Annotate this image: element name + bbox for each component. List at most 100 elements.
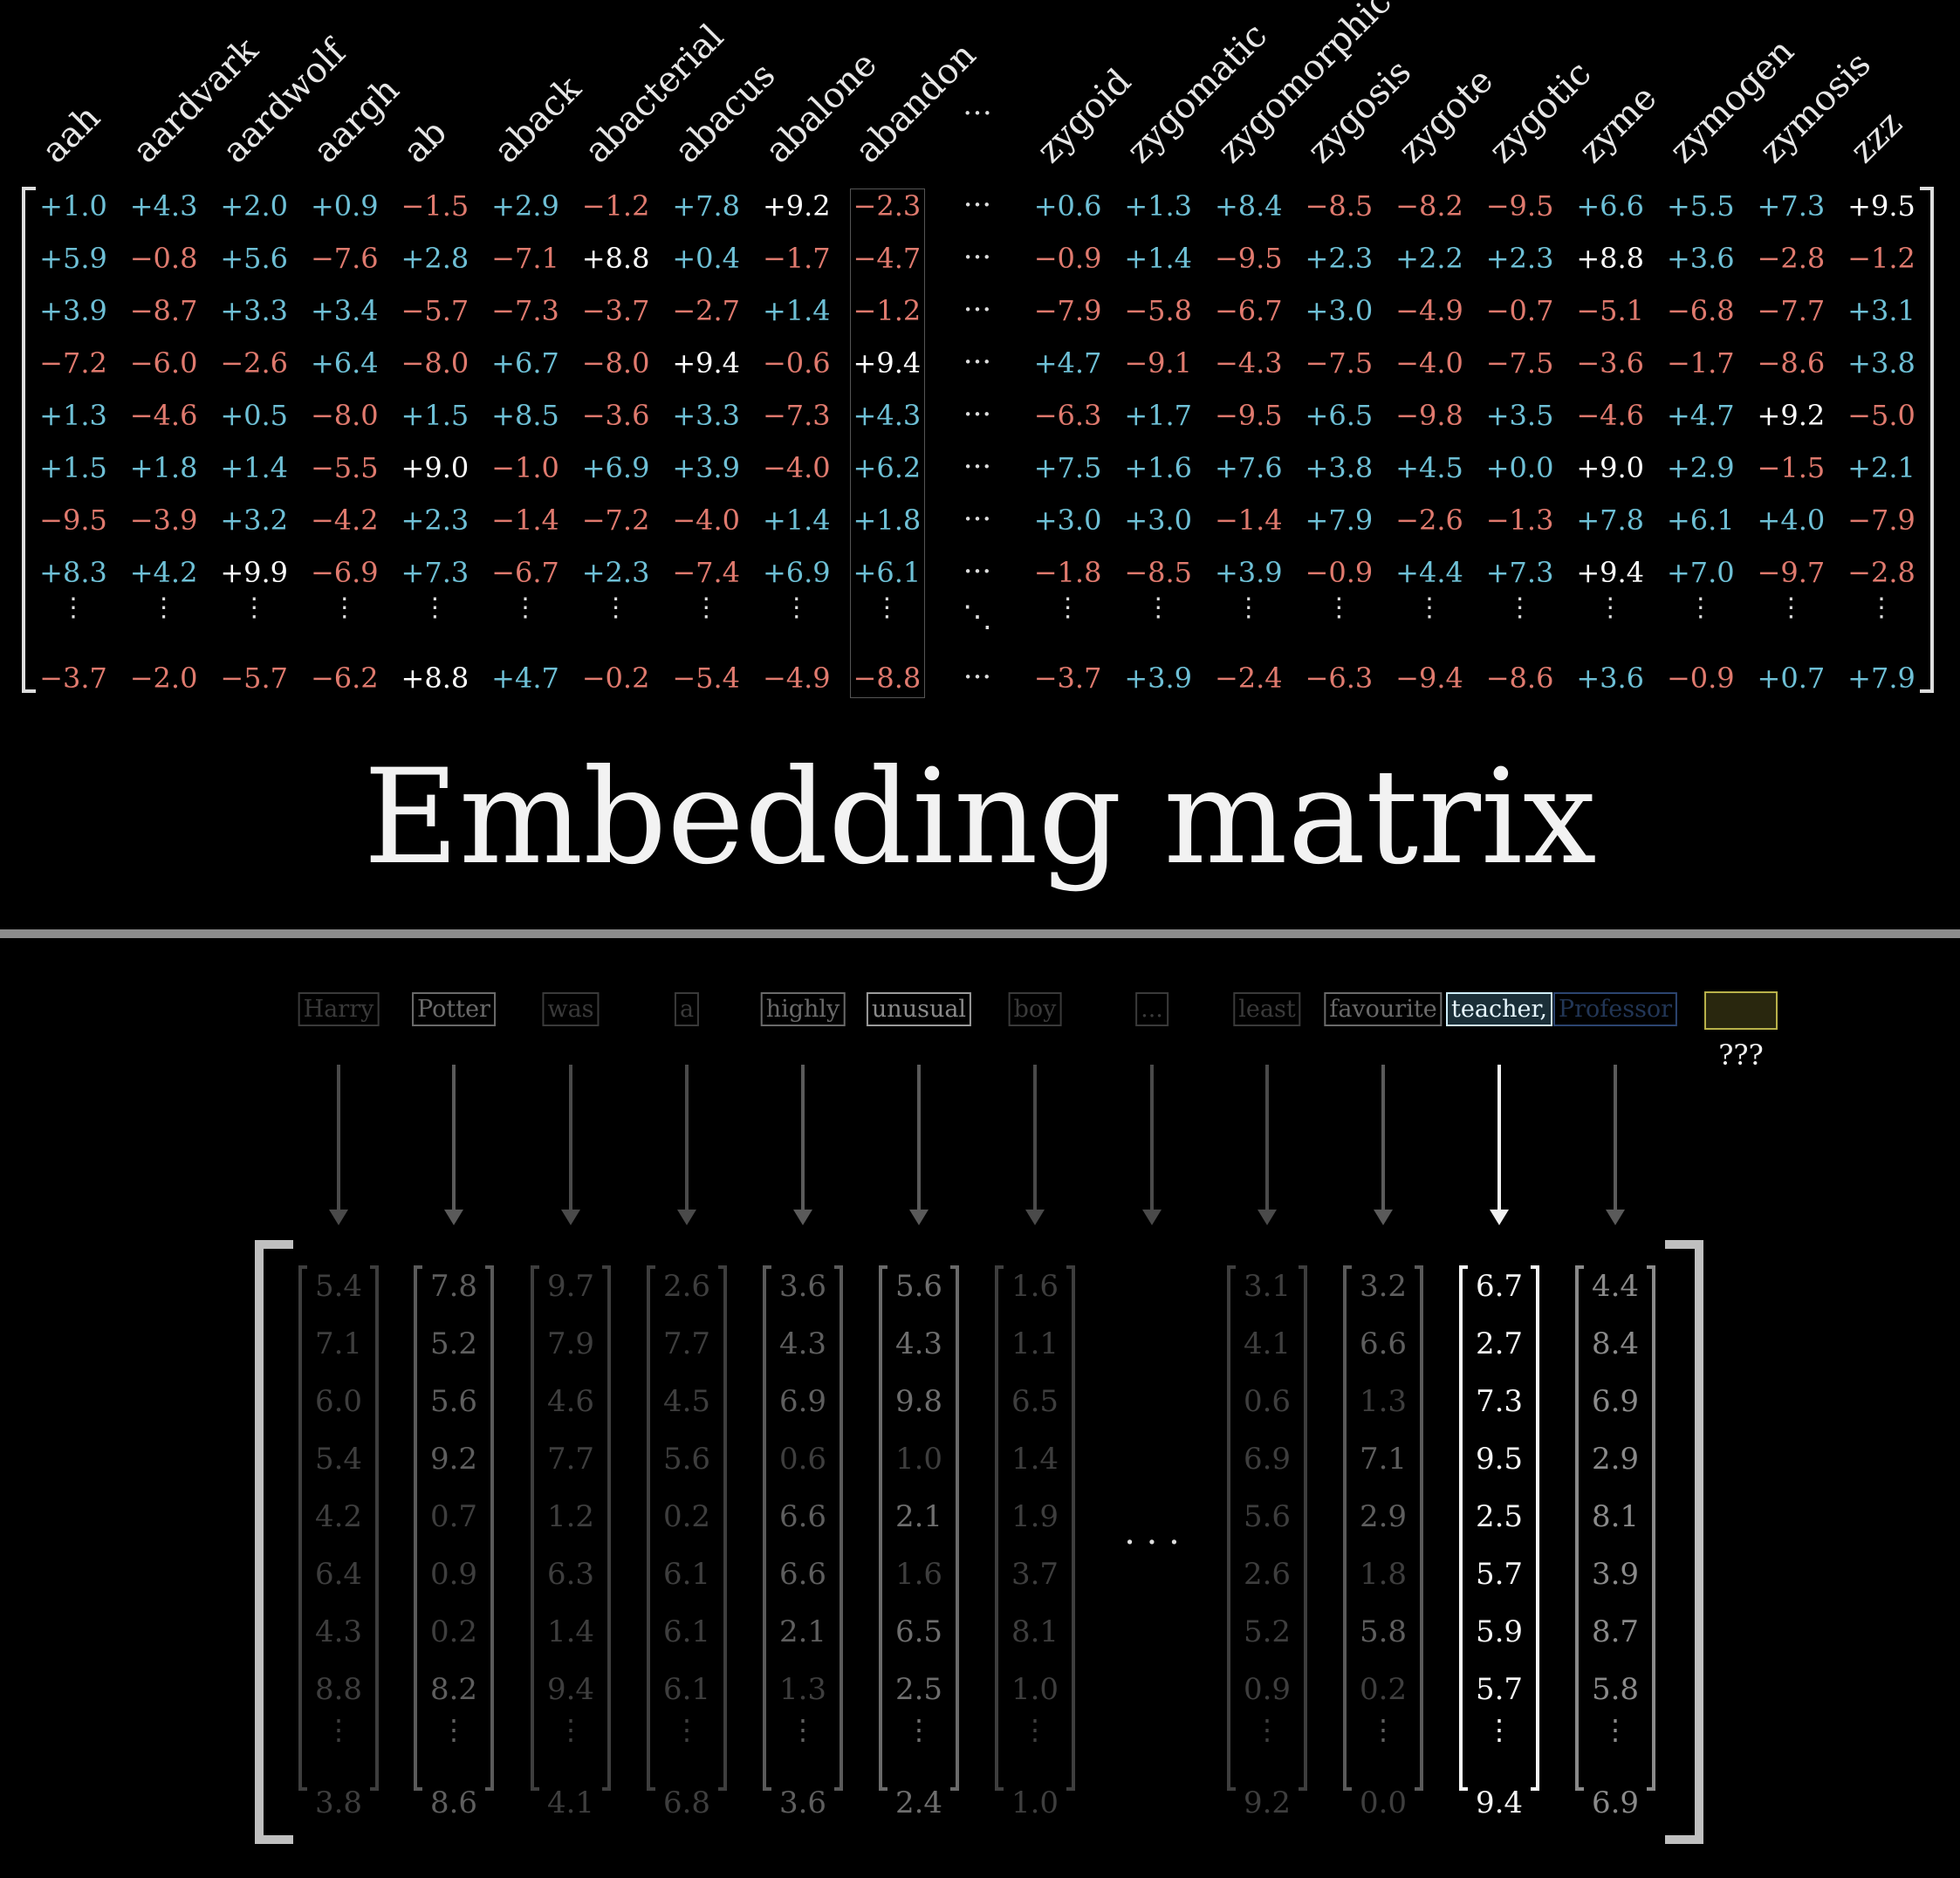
vector-bracket-right	[1299, 1265, 1307, 1791]
vector-value: 8.7	[1591, 1614, 1640, 1649]
vector-value: 7.7	[546, 1442, 595, 1477]
matrix-value: −3.7	[39, 661, 107, 695]
vertical-dots: ⋮	[1326, 593, 1353, 623]
matrix-value: −1.8	[1033, 556, 1102, 589]
vector-vdots: ⋮	[789, 1713, 817, 1746]
vector-value: 2.4	[894, 1785, 943, 1820]
vector-vdots: ⋮	[1369, 1713, 1397, 1746]
vector-value: 0.7	[429, 1499, 478, 1534]
vocab-word: aah	[34, 97, 108, 171]
vertical-dots: ⋮	[60, 593, 86, 623]
token: was	[542, 992, 600, 1026]
vector-value: 8.2	[429, 1672, 478, 1707]
vector-vdots: ⋮	[673, 1713, 701, 1746]
token: Professor	[1552, 992, 1678, 1026]
matrix-value: +6.9	[581, 451, 650, 484]
matrix-value: −0.9	[1305, 556, 1374, 589]
matrix-value: −9.7	[1757, 556, 1826, 589]
matrix-value: −0.8	[129, 242, 198, 275]
vector-bracket-right	[834, 1265, 843, 1791]
matrix-value: −9.5	[1485, 189, 1554, 223]
vector-value: 1.6	[894, 1557, 943, 1592]
vector-value: 8.1	[1011, 1614, 1059, 1649]
matrix-value: −8.0	[581, 346, 650, 380]
token: Potter	[412, 992, 496, 1026]
vertical-dots: ⋮	[1145, 593, 1172, 623]
matrix-value: −1.0	[491, 451, 559, 484]
matrix-value: −2.8	[1847, 556, 1915, 589]
vector-value: 6.8	[662, 1785, 711, 1820]
vector-value: 9.4	[546, 1672, 595, 1707]
matrix-value: −7.5	[1305, 346, 1374, 380]
matrix-value: +1.3	[39, 399, 107, 432]
vector-value: 3.2	[1359, 1269, 1408, 1304]
matrix-value: +6.7	[491, 346, 559, 380]
token: a	[674, 992, 700, 1026]
vector-value: 7.1	[1359, 1442, 1408, 1477]
matrix-value: −4.6	[129, 399, 198, 432]
matrix-value: +4.7	[1033, 346, 1102, 380]
matrix-value: +1.5	[39, 451, 107, 484]
matrix-value: +2.8	[401, 242, 469, 275]
matrix-value: −3.6	[581, 399, 650, 432]
matrix-value: +6.4	[310, 346, 379, 380]
token: boy	[1008, 992, 1062, 1026]
vector-value: 5.6	[662, 1442, 711, 1477]
matrix-value: −2.8	[1757, 242, 1826, 275]
vector-value: 6.5	[894, 1614, 943, 1649]
matrix-value: −7.2	[581, 504, 650, 537]
vector-value: 2.9	[1359, 1499, 1408, 1534]
vector-value: 5.7	[1475, 1557, 1524, 1592]
vector-value: 1.3	[778, 1672, 827, 1707]
matrix-value: +8.4	[1214, 189, 1283, 223]
vector-vdots: ⋮	[1253, 1713, 1281, 1746]
token: teacher,	[1446, 992, 1552, 1026]
token: ...	[1135, 992, 1168, 1026]
matrix-value: +1.5	[401, 399, 469, 432]
vector-bracket-left	[879, 1265, 887, 1791]
vertical-dots: ⋮	[1778, 593, 1805, 623]
matrix-value: +3.2	[220, 504, 289, 537]
vector-value: 1.0	[1011, 1672, 1059, 1707]
matrix-value: +3.8	[1305, 451, 1374, 484]
vector-vdots: ⋮	[905, 1713, 933, 1746]
matrix-value: +3.9	[1124, 661, 1193, 695]
matrix-value: +9.4	[853, 346, 922, 380]
matrix-right-bracket	[1920, 187, 1934, 693]
row-ellipsis: ···	[963, 502, 992, 537]
vector-value: 6.1	[662, 1672, 711, 1707]
token-arrow	[561, 1065, 580, 1225]
vocab-word: zygotic	[1481, 53, 1599, 172]
vector-value: 6.5	[1011, 1384, 1059, 1419]
matrix-value: −4.0	[762, 451, 831, 484]
vocab-word: zzz	[1842, 103, 1910, 171]
vector-value: 3.6	[778, 1785, 827, 1820]
vector-value: 0.9	[429, 1557, 478, 1592]
matrix-value: −5.4	[672, 661, 741, 695]
matrix-value: −4.6	[1576, 399, 1645, 432]
vector-value: 1.4	[546, 1614, 595, 1649]
vector-value: 0.2	[1359, 1672, 1408, 1707]
matrix-value: −9.4	[1395, 661, 1463, 695]
matrix-value: −3.7	[581, 294, 650, 327]
matrix-value: +3.9	[39, 294, 107, 327]
vector-value: 6.1	[662, 1614, 711, 1649]
vertical-dots: ⋮	[1506, 593, 1533, 623]
matrix-value: +2.2	[1395, 242, 1463, 275]
matrix-value: −7.5	[1485, 346, 1554, 380]
diagonal-dots: ⋱	[963, 600, 992, 634]
vector-value: 6.9	[778, 1384, 827, 1419]
vertical-dots: ⋮	[512, 593, 538, 623]
matrix-value: −3.9	[129, 504, 198, 537]
matrix-value: −1.3	[1485, 504, 1554, 537]
vector-value: 2.9	[1591, 1442, 1640, 1477]
vector-value: 2.5	[1475, 1499, 1524, 1534]
token: highly	[760, 992, 846, 1026]
vector-value: 5.6	[429, 1384, 478, 1419]
matrix-value: −2.6	[220, 346, 289, 380]
matrix-value: −7.4	[672, 556, 741, 589]
matrix-value: +6.9	[762, 556, 831, 589]
matrix-value: +9.5	[1847, 189, 1915, 223]
next-token-slot	[1704, 991, 1778, 1030]
